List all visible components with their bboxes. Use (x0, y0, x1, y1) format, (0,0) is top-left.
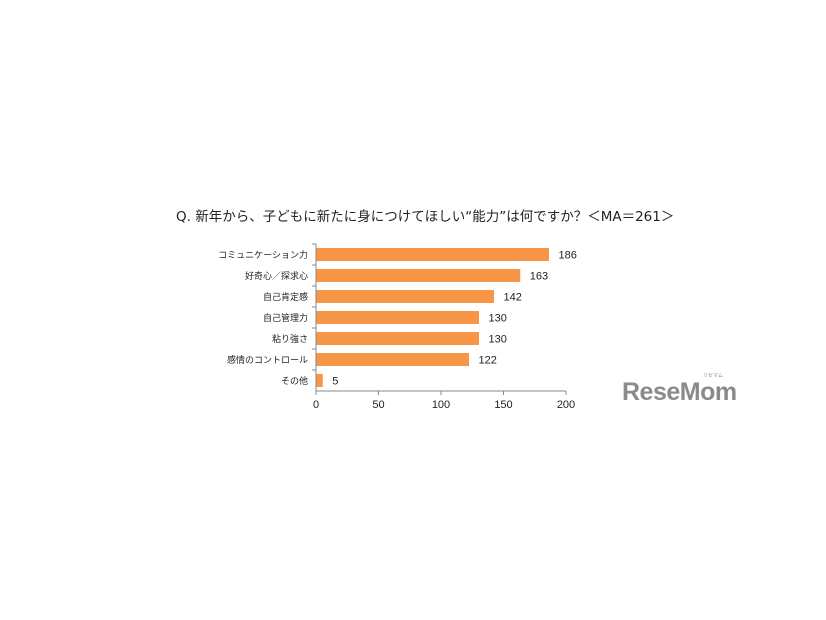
data-label: 163 (530, 271, 548, 283)
data-label: 130 (489, 334, 507, 346)
x-tick-label: 200 (557, 399, 575, 411)
x-tick-label: 100 (432, 399, 450, 411)
category-label: 自己肯定感 (263, 291, 308, 303)
bar (316, 290, 494, 303)
resemom-logo: ReseMom (622, 378, 737, 406)
category-label: 好奇心／探求心 (245, 270, 308, 282)
data-label: 130 (489, 313, 507, 325)
category-label: コミュニケーション力 (218, 249, 308, 261)
data-label: 186 (559, 250, 577, 262)
data-label: 5 (332, 376, 338, 388)
bar (316, 311, 479, 324)
data-label: 122 (479, 355, 497, 367)
chart-title: Q. 新年から、子どもに新たに身につけてほしい“能力”は何ですか？＜MA＝261… (176, 209, 675, 225)
category-label: その他 (281, 375, 308, 387)
category-label: 感情のコントロール (227, 354, 308, 366)
x-tick-label: 0 (313, 399, 319, 411)
bar (316, 374, 323, 387)
bar (316, 269, 521, 282)
category-label: 自己管理力 (263, 312, 308, 324)
x-tick-label: 50 (372, 399, 384, 411)
logo-subtext: リセマム (703, 373, 724, 379)
bar (316, 248, 549, 261)
bar (316, 332, 479, 345)
category-label: 粘り強さ (272, 333, 308, 345)
x-tick-label: 150 (494, 399, 512, 411)
data-label: 142 (504, 292, 522, 304)
bar (316, 353, 469, 366)
